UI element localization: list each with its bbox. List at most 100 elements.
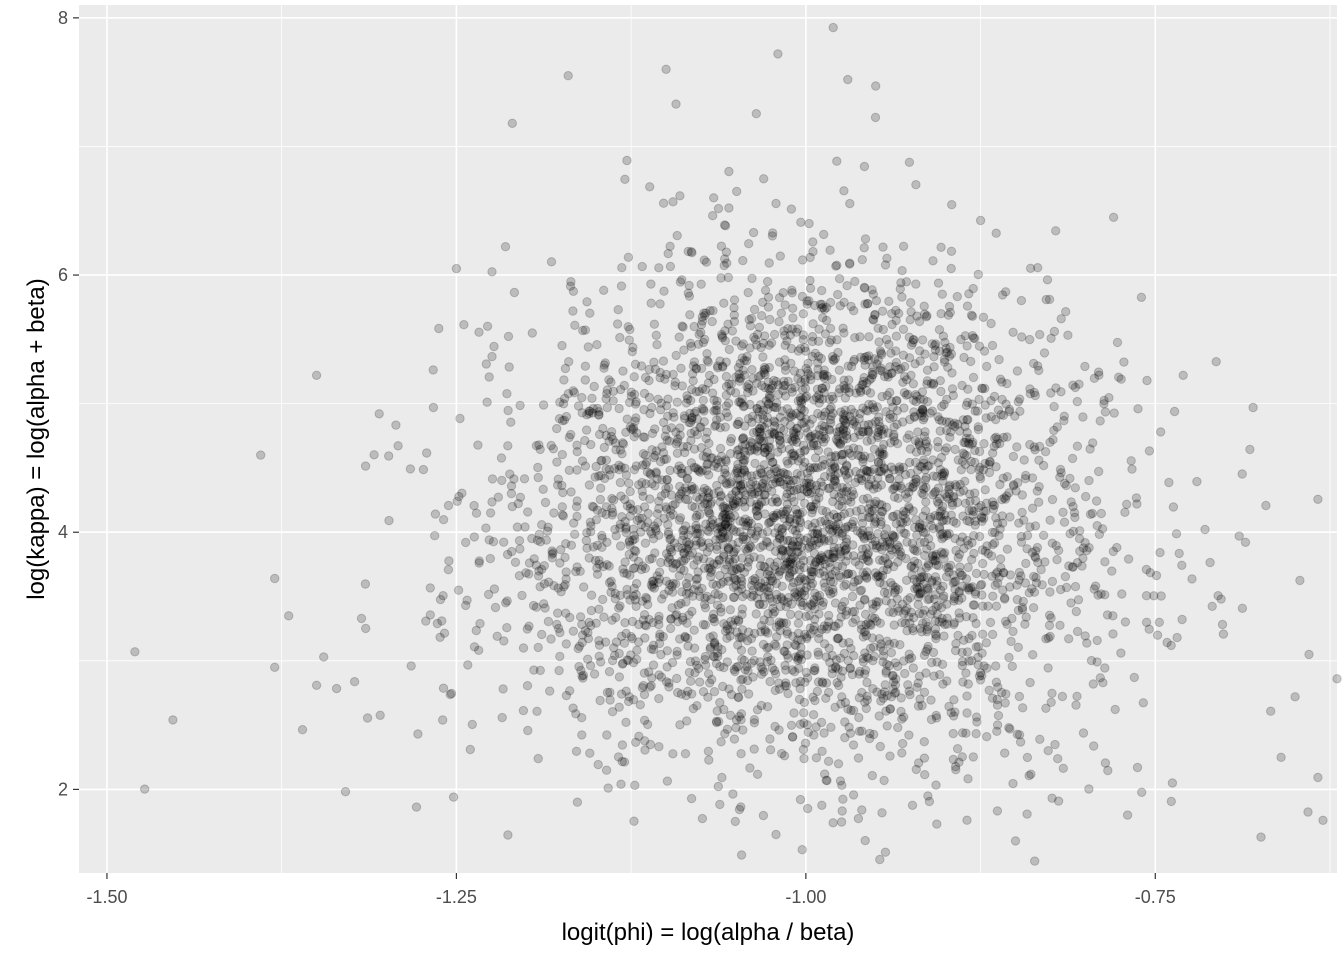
data-point [665, 542, 676, 553]
data-point [771, 632, 782, 642]
data-point [732, 186, 742, 197]
data-point [524, 621, 534, 631]
data-point [808, 463, 818, 473]
data-point [862, 695, 872, 705]
data-point [610, 524, 620, 535]
data-point [919, 687, 930, 697]
data-point [830, 452, 841, 462]
data-point [842, 482, 852, 493]
data-point [828, 584, 838, 595]
data-point [1102, 610, 1113, 620]
data-point [991, 661, 1001, 671]
data-point [340, 787, 351, 797]
data-point [884, 607, 895, 617]
data-point [654, 567, 665, 577]
data-point [759, 483, 769, 493]
data-point [904, 654, 914, 664]
data-point [690, 668, 700, 678]
data-point [1100, 758, 1111, 768]
data-point [1001, 399, 1011, 409]
data-point [1045, 515, 1055, 525]
data-point [708, 211, 718, 221]
data-point [890, 658, 900, 668]
data-point [608, 507, 618, 518]
data-point [1034, 482, 1044, 492]
data-point [1117, 589, 1127, 599]
data-point [620, 618, 630, 628]
data-point [1167, 778, 1178, 788]
data-point [660, 488, 670, 499]
data-point [1055, 464, 1066, 475]
data-point [801, 414, 811, 425]
data-point [1303, 807, 1313, 817]
data-point [810, 665, 820, 675]
data-point [778, 545, 788, 556]
data-point [651, 330, 661, 340]
data-point [577, 713, 587, 723]
data-point [797, 404, 807, 414]
data-point [1052, 555, 1062, 565]
data-point [611, 445, 621, 455]
data-point [647, 428, 658, 439]
data-point [482, 321, 493, 331]
data-point [647, 402, 657, 413]
data-point [942, 613, 952, 623]
data-point [793, 540, 803, 551]
data-point [716, 603, 726, 613]
data-point [731, 336, 741, 346]
data-point [926, 695, 936, 705]
data-point [885, 751, 895, 761]
data-point [682, 391, 692, 401]
data-point [835, 422, 845, 433]
data-point [927, 575, 937, 586]
data-point [998, 585, 1008, 595]
data-point [1151, 570, 1162, 581]
data-point [863, 427, 873, 437]
data-point [745, 763, 755, 773]
data-point [858, 568, 868, 578]
data-point [1055, 620, 1065, 630]
data-point [939, 591, 949, 601]
data-point [739, 467, 750, 477]
data-point [684, 667, 695, 678]
data-point [672, 437, 683, 447]
data-point [962, 397, 973, 408]
data-point [1017, 507, 1027, 518]
data-point [1047, 538, 1058, 548]
data-point [540, 497, 551, 508]
data-point [858, 427, 868, 437]
data-point [864, 332, 874, 342]
data-point [311, 680, 322, 690]
data-point [730, 574, 740, 584]
data-point [875, 572, 885, 582]
data-point [930, 616, 941, 626]
data-point [774, 472, 784, 483]
data-point [563, 389, 573, 399]
data-point [976, 580, 986, 590]
data-point [857, 805, 867, 815]
data-point [967, 630, 977, 641]
data-point [1020, 470, 1031, 481]
data-point [1018, 596, 1028, 607]
data-point [987, 340, 998, 351]
data-point [819, 578, 829, 588]
data-point [735, 516, 745, 526]
data-point [863, 618, 873, 628]
data-point [631, 737, 641, 747]
data-point [770, 721, 780, 732]
data-point [933, 560, 944, 571]
data-point [706, 517, 716, 528]
data-point [940, 337, 950, 348]
data-point [803, 520, 813, 530]
data-point [657, 594, 667, 604]
data-point [738, 534, 748, 545]
data-point [658, 417, 669, 428]
data-point [841, 534, 852, 544]
data-point [763, 404, 773, 414]
data-point [886, 598, 897, 608]
data-point [957, 660, 967, 671]
data-point [786, 343, 797, 354]
data-point [546, 440, 556, 451]
data-point [882, 636, 892, 646]
data-point [546, 634, 556, 644]
